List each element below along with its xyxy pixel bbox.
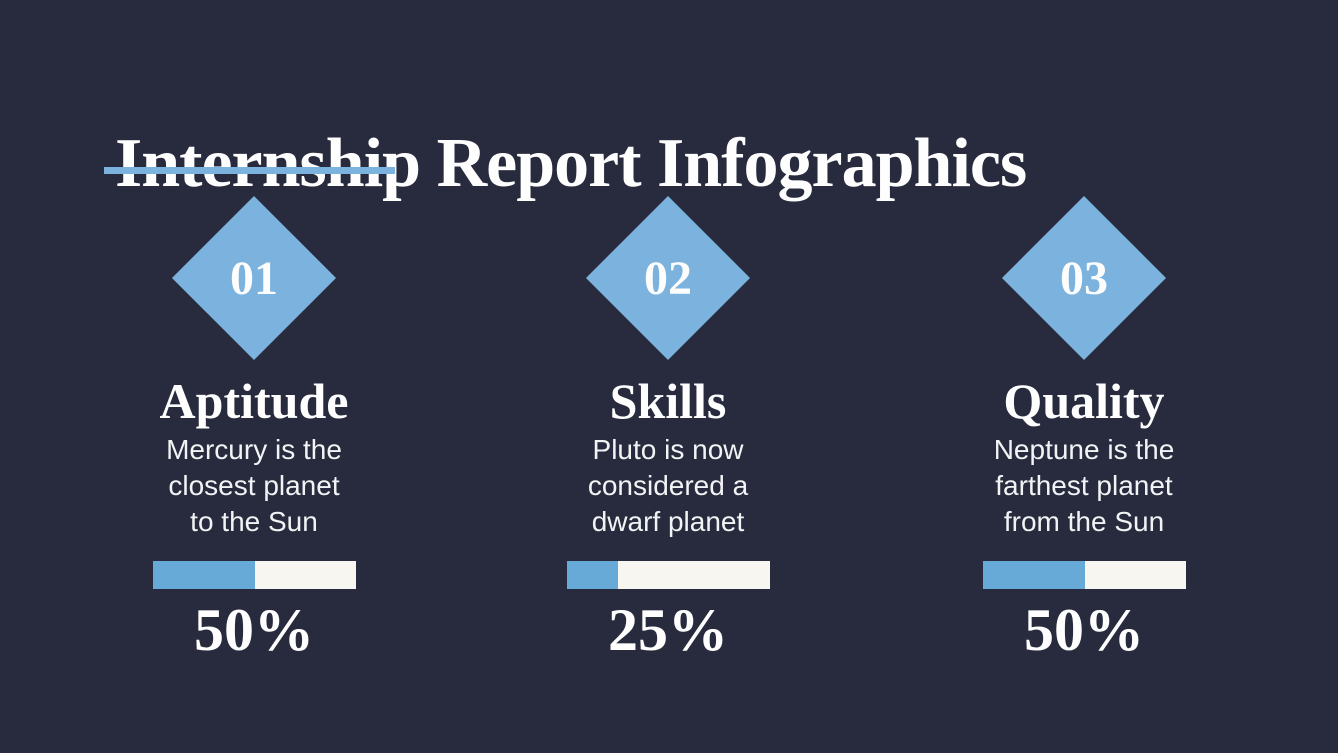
description-line: to the Sun: [190, 506, 318, 537]
title-underline: [104, 167, 395, 174]
description-line: Mercury is the: [166, 434, 342, 465]
percent-label: 50%: [1024, 597, 1144, 663]
step-number: 01: [230, 251, 278, 305]
progress-bar-fill: [153, 561, 255, 589]
progress-bar: [567, 561, 770, 589]
column-heading: Aptitude: [159, 373, 349, 429]
column-description: Mercury is the closest planet to the Sun: [134, 432, 374, 540]
step-number: 03: [1060, 251, 1108, 305]
slide-title: Internship Report Infographics: [115, 124, 1027, 202]
diamond-icon: 03: [1001, 195, 1167, 361]
description-line: farthest planet: [995, 470, 1173, 501]
description-line: closest planet: [168, 470, 340, 501]
info-column-2: 02 Skills Pluto is now considered a dwar…: [548, 0, 788, 753]
description-line: considered a: [587, 470, 749, 501]
column-description: Pluto is now considered a dwarf planet: [548, 432, 788, 540]
percent-label: 50%: [194, 597, 314, 663]
progress-bar: [153, 561, 356, 589]
column-heading: Quality: [1003, 373, 1165, 429]
column-description: Neptune is the farthest planet from the …: [964, 432, 1204, 540]
column-heading: Skills: [609, 373, 727, 429]
description-line: dwarf planet: [591, 506, 745, 537]
description-line: from the Sun: [1003, 506, 1165, 537]
diamond-icon: 01: [171, 195, 337, 361]
progress-bar: [983, 561, 1186, 589]
description-line: Pluto is now: [592, 434, 744, 465]
info-column-1: 01 Aptitude Mercury is the closest plane…: [134, 0, 374, 753]
percent-label: 25%: [608, 597, 728, 663]
description-line: Neptune is the: [993, 434, 1175, 465]
diamond-icon: 02: [585, 195, 751, 361]
info-column-3: 03 Quality Neptune is the farthest plane…: [964, 0, 1204, 753]
progress-bar-fill: [983, 561, 1085, 589]
progress-bar-fill: [567, 561, 618, 589]
step-number: 02: [644, 251, 692, 305]
